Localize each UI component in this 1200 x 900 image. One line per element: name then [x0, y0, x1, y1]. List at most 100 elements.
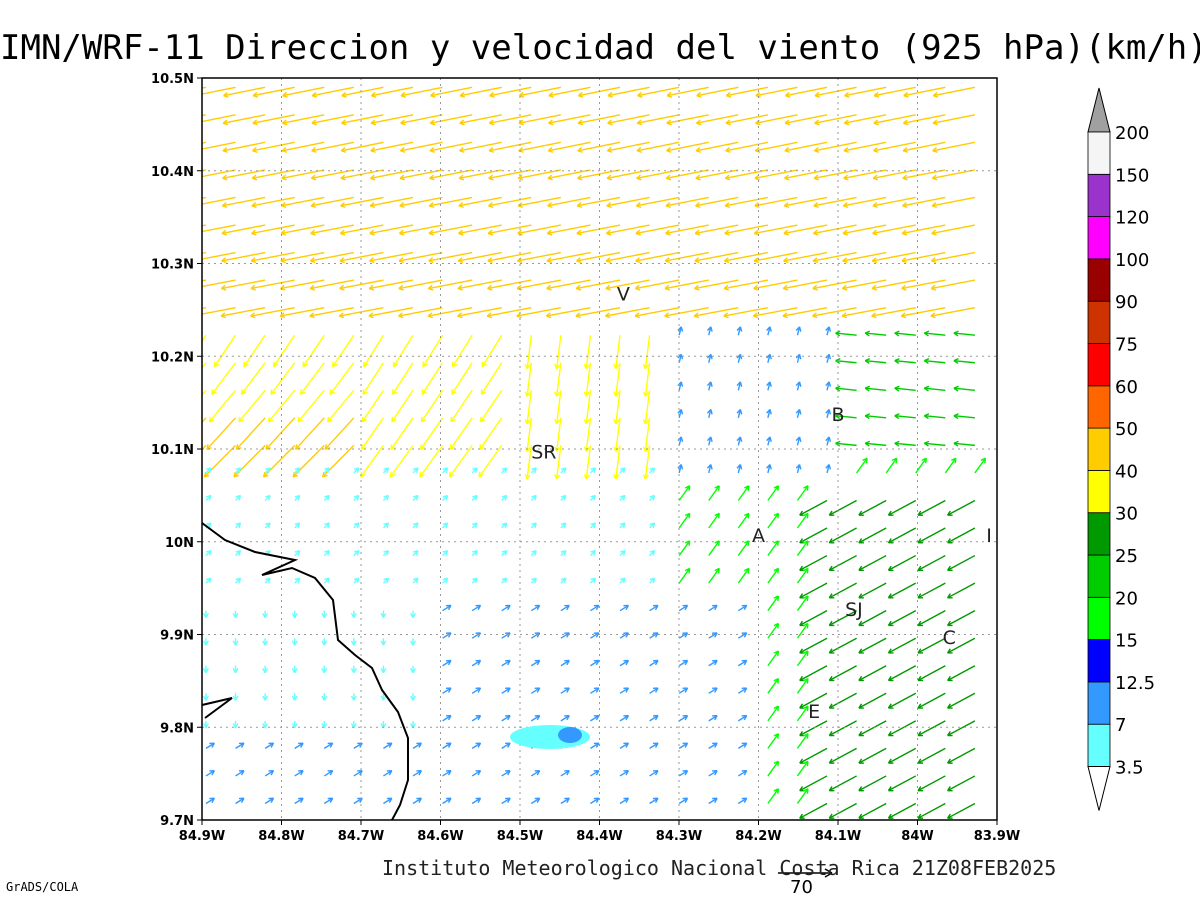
- wind-arrow: [858, 720, 887, 737]
- low-wind-shading: [510, 725, 590, 749]
- wind-arrow: [706, 381, 713, 391]
- wind-arrow: [664, 279, 709, 291]
- wind-arrow: [737, 512, 750, 529]
- wind-arrow: [221, 224, 266, 236]
- wind-arrow: [390, 417, 414, 450]
- lon-tick-label: 84.4W: [576, 829, 622, 844]
- wind-arrow: [752, 306, 798, 319]
- wind-arrow: [917, 720, 946, 737]
- wind-arrow: [530, 604, 541, 612]
- wind-arrow: [894, 358, 916, 365]
- wind-arrow: [326, 389, 355, 423]
- wind-arrow: [309, 251, 354, 264]
- wind-arrow: [900, 306, 946, 319]
- wind-arrow: [294, 494, 301, 501]
- wind-arrow: [501, 577, 508, 584]
- wind-arrow: [636, 114, 680, 126]
- wind-arrow: [589, 494, 597, 501]
- wind-arrow: [737, 540, 750, 556]
- wind-arrow: [449, 417, 473, 450]
- wind-arrow: [235, 769, 245, 777]
- wind-arrow: [841, 306, 887, 319]
- wind-arrow: [678, 714, 689, 722]
- wind-arrow: [501, 522, 508, 529]
- lon-tick-label: 83.9W: [974, 829, 1020, 844]
- wind-arrow: [202, 141, 236, 150]
- wind-arrow: [530, 797, 541, 805]
- wind-arrow: [828, 692, 857, 709]
- wind-arrow: [486, 306, 532, 319]
- wind-arrow: [947, 527, 976, 544]
- wind-arrow: [280, 196, 325, 209]
- wind-arrow: [858, 637, 887, 654]
- wind-arrow: [202, 638, 209, 646]
- wind-arrow: [311, 86, 354, 98]
- wind-arrow: [294, 797, 304, 805]
- wind-arrow: [262, 693, 269, 701]
- wind-arrow: [282, 86, 325, 98]
- wind-arrow: [887, 554, 917, 571]
- wind-arrow: [221, 251, 266, 264]
- wind-arrow: [202, 720, 209, 729]
- wind-arrow: [412, 797, 423, 805]
- wind-arrow: [953, 385, 975, 392]
- wind-arrow: [813, 141, 857, 153]
- wind-arrow: [642, 445, 651, 480]
- wind-arrow: [917, 665, 946, 682]
- wind-arrow: [917, 610, 946, 627]
- wind-arrow: [590, 769, 600, 777]
- lon-tick-label: 84W: [901, 829, 933, 844]
- wind-arrow: [560, 769, 570, 777]
- wind-arrow: [350, 638, 357, 646]
- wind-arrow: [649, 604, 659, 612]
- wind-arrow: [723, 279, 769, 291]
- wind-arrow: [471, 797, 482, 805]
- wind-arrow: [205, 549, 212, 557]
- wind-arrow: [442, 714, 452, 722]
- wind-arrow: [251, 196, 295, 209]
- wind-arrow: [953, 440, 975, 447]
- wind-arrow: [428, 196, 473, 209]
- wind-arrow: [828, 665, 857, 682]
- wind-arrow: [576, 196, 621, 209]
- wind-arrow: [458, 169, 502, 181]
- wind-arrow: [606, 141, 650, 153]
- wind-arrow: [590, 714, 600, 722]
- wind-arrow: [471, 632, 482, 639]
- wind-arrow: [864, 385, 887, 392]
- wind-arrow: [953, 358, 975, 365]
- wind-arrow: [642, 390, 651, 425]
- wind-arrow: [813, 224, 857, 236]
- wind-arrow: [281, 141, 325, 153]
- wind-arrow: [903, 86, 946, 98]
- wind-arrow: [864, 440, 887, 447]
- wind-arrow: [458, 224, 502, 236]
- wind-arrow: [737, 567, 750, 584]
- place-label: V: [617, 284, 630, 306]
- wind-arrow: [947, 610, 976, 627]
- wind-arrow: [323, 742, 334, 749]
- wind-arrow: [457, 251, 502, 264]
- wind-arrow: [858, 527, 887, 544]
- place-label: SJ: [845, 599, 863, 621]
- lat-tick-label: 10.2N: [151, 350, 194, 365]
- wind-arrow: [872, 169, 916, 181]
- wind-arrow: [409, 638, 417, 646]
- wind-arrow: [265, 417, 296, 450]
- wind-arrow: [677, 408, 684, 419]
- wind-arrow: [487, 251, 532, 264]
- wind-arrow: [619, 522, 626, 529]
- wind-arrow: [605, 224, 650, 236]
- wind-arrow: [871, 279, 916, 291]
- wind-arrow: [902, 141, 946, 153]
- wind-arrow: [767, 788, 780, 804]
- wind-arrow: [442, 769, 452, 777]
- lon-tick-label: 84.3W: [656, 829, 702, 844]
- wind-arrow: [202, 86, 207, 89]
- wind-arrow: [353, 522, 360, 529]
- wind-arrow: [590, 659, 600, 667]
- wind-arrow: [202, 306, 207, 310]
- wind-arrow: [458, 196, 502, 209]
- wind-arrow: [706, 436, 713, 446]
- wind-arrow: [560, 467, 567, 474]
